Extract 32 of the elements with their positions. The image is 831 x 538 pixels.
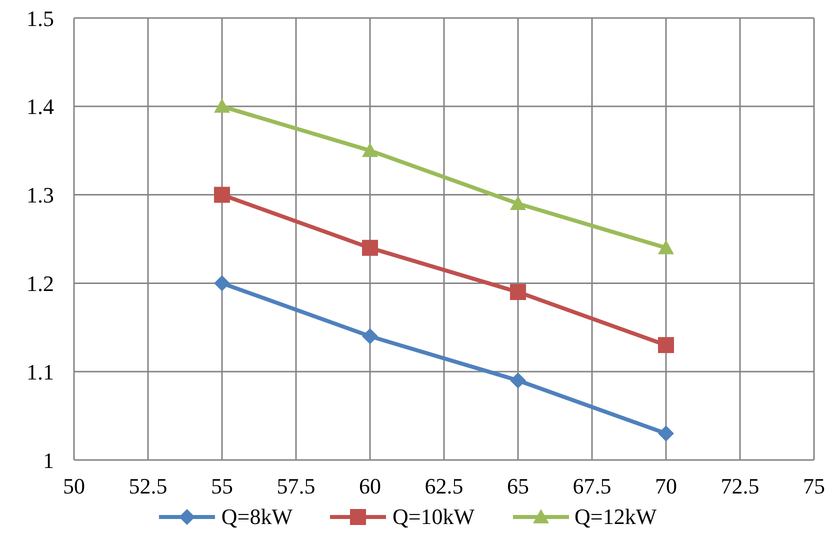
x-tick-label: 75 — [803, 474, 825, 499]
x-tick-label: 62.5 — [424, 474, 464, 499]
y-tick-label: 1 — [43, 448, 54, 473]
point — [510, 284, 526, 300]
point — [214, 186, 230, 203]
point — [214, 98, 230, 113]
x-tick-label: 67.5 — [572, 474, 612, 499]
x-tick-label: 70 — [655, 474, 677, 499]
point — [214, 275, 230, 292]
x-tick-label: 50 — [63, 474, 85, 499]
x-tick-label: 57.5 — [276, 474, 316, 499]
point — [362, 240, 378, 256]
x-tick-label: 52.5 — [128, 474, 168, 499]
y-tick-label: 1.1 — [26, 359, 54, 384]
y-tick-label: 1.4 — [26, 94, 54, 120]
x-tick-label: 72.5 — [720, 474, 760, 499]
point — [658, 240, 674, 254]
legend-label: Q=12kW — [574, 504, 657, 530]
y-tick-label: 1.3 — [26, 182, 54, 208]
legend-label: Q=10kW — [392, 504, 475, 530]
y-tick-label: 1.5 — [26, 6, 54, 31]
point — [658, 337, 674, 354]
point — [658, 425, 674, 442]
x-tick-label: 60 — [359, 474, 381, 499]
point — [362, 328, 378, 344]
legend-label: Q=8kW — [221, 504, 292, 530]
point — [362, 142, 378, 157]
point — [510, 196, 526, 210]
x-tick-label: 65 — [507, 474, 529, 499]
x-tick-label: 55 — [211, 474, 233, 499]
point — [510, 372, 526, 388]
y-tick-label: 1.2 — [26, 271, 54, 296]
